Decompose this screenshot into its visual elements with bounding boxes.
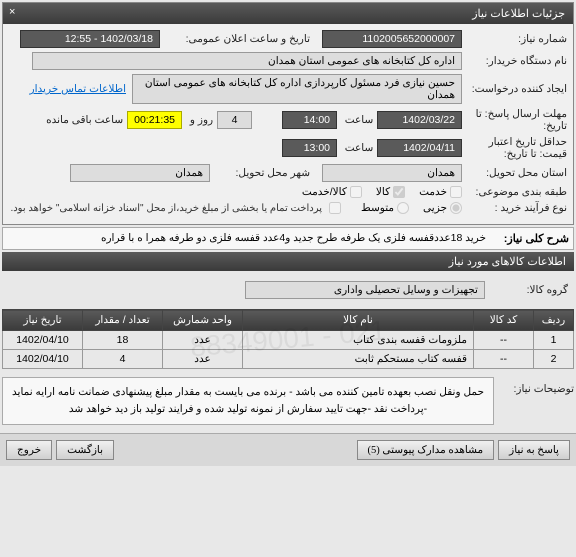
deadline-time: 14:00 — [282, 111, 337, 129]
validity-time: 13:00 — [282, 139, 337, 157]
buyer-value: اداره کل کتابخانه های عمومی استان همدان — [32, 52, 462, 70]
province-value: همدان — [322, 164, 462, 182]
col-code: کد کالا — [474, 310, 534, 331]
need-no-value: 1102005652000007 — [322, 30, 462, 48]
explain-text: حمل ونقل نصب بعهده تامین کننده می باشد -… — [2, 377, 494, 425]
group-label: گروه کالا: — [488, 284, 568, 296]
chk-service[interactable]: خدمت — [419, 186, 462, 198]
countdown-timer: 00:21:35 — [127, 111, 182, 129]
remain-label: ساعت باقی مانده — [33, 114, 123, 126]
days-value: 4 — [217, 111, 252, 129]
chk-goods[interactable]: کالا — [376, 186, 405, 198]
purchase-note: پرداخت تمام یا بخشی از مبلغ خرید،از محل … — [10, 203, 322, 214]
chk-medium[interactable]: متوسط — [361, 202, 409, 214]
hour-label-2: ساعت — [337, 142, 377, 154]
purchase-type-label: نوع فرآیند خرید : — [462, 202, 567, 214]
day-and-label: روز و — [182, 114, 217, 126]
summary-label: شرح کلی نیاز: — [489, 232, 569, 245]
table-row[interactable]: 2 -- قفسه کتاب مستحکم ثابت عدد 4 1402/04… — [3, 350, 574, 369]
col-qty: تعداد / مقدار — [83, 310, 163, 331]
validity-label: حداقل تاریخ اعتبار قیمت: تا تاریخ: — [462, 136, 567, 160]
panel-title: جزئیات اطلاعات نیاز — [472, 8, 565, 20]
city-label: شهر محل تحویل: — [210, 167, 310, 179]
purchase-options: جزیی متوسط — [361, 202, 462, 214]
panel-header: جزئیات اطلاعات نیاز × — [3, 3, 573, 24]
footer-buttons: پاسخ به نیاز مشاهده مدارک پیوستی (5) باز… — [0, 433, 576, 466]
back-button[interactable]: بازگشت — [56, 440, 114, 460]
city-value: همدان — [70, 164, 210, 182]
classify-options: خدمت کالا کالا/خدمت — [302, 186, 462, 198]
col-unit: واحد شمارش — [163, 310, 243, 331]
requester-value: حسین نیازی فرد مسئول کارپردازی اداره کل … — [132, 74, 462, 104]
need-no-label: شماره نیاز: — [462, 33, 567, 45]
table-container: ردیف کد کالا نام کالا واحد شمارش تعداد /… — [2, 309, 574, 369]
contact-link[interactable]: اطلاعات تماس خریدار — [30, 83, 126, 95]
summary-box: شرح کلی نیاز: خرید 18عددقفسه فلزی یک طرف… — [2, 227, 574, 250]
reply-button[interactable]: پاسخ به نیاز — [498, 440, 570, 460]
chk-both[interactable]: کالا/خدمت — [302, 186, 362, 198]
chk-payment-note[interactable]: پرداخت تمام یا بخشی از مبلغ خرید،از محل … — [10, 202, 341, 214]
main-panel: جزئیات اطلاعات نیاز × شماره نیاز: 110200… — [2, 2, 574, 225]
hour-label-1: ساعت — [337, 114, 377, 126]
explain-label: توضیحات نیاز: — [494, 373, 574, 395]
announce-label: تاریخ و ساعت اعلان عمومی: — [160, 33, 310, 45]
requester-label: ایجاد کننده درخواست: — [462, 83, 567, 95]
goods-table: ردیف کد کالا نام کالا واحد شمارش تعداد /… — [2, 309, 574, 369]
col-row: ردیف — [534, 310, 574, 331]
goods-section-header: اطلاعات کالاهای مورد نیاز — [2, 252, 574, 271]
buyer-label: نام دستگاه خریدار: — [462, 55, 567, 67]
exit-button[interactable]: خروج — [6, 440, 52, 460]
chk-partial[interactable]: جزیی — [423, 202, 462, 214]
validity-date: 1402/04/11 — [377, 139, 462, 157]
announce-value: 1402/03/18 - 12:55 — [20, 30, 160, 48]
close-icon[interactable]: × — [9, 6, 15, 18]
deadline-label: مهلت ارسال پاسخ: تا تاریخ: — [462, 108, 567, 132]
attachments-button[interactable]: مشاهده مدارک پیوستی (5) — [357, 440, 495, 460]
province-label: استان محل تحویل: — [462, 167, 567, 179]
col-name: نام کالا — [243, 310, 474, 331]
col-date: تاریخ نیاز — [3, 310, 83, 331]
group-value: تجهیزات و وسایل تحصیلی واداری — [245, 281, 485, 299]
deadline-date: 1402/03/22 — [377, 111, 462, 129]
explain-container: توضیحات نیاز: حمل ونقل نصب بعهده تامین ک… — [2, 373, 574, 429]
form-body: شماره نیاز: 1102005652000007 تاریخ و ساع… — [3, 24, 573, 224]
table-header-row: ردیف کد کالا نام کالا واحد شمارش تعداد /… — [3, 310, 574, 331]
summary-text: خرید 18عددقفسه فلزی یک طرفه طرح جدید و4ع… — [14, 232, 486, 244]
table-row[interactable]: 1 -- ملزومات قفسه بندی کتاب عدد 18 1402/… — [3, 331, 574, 350]
classify-label: طبقه بندی موضوعی: — [462, 186, 567, 198]
